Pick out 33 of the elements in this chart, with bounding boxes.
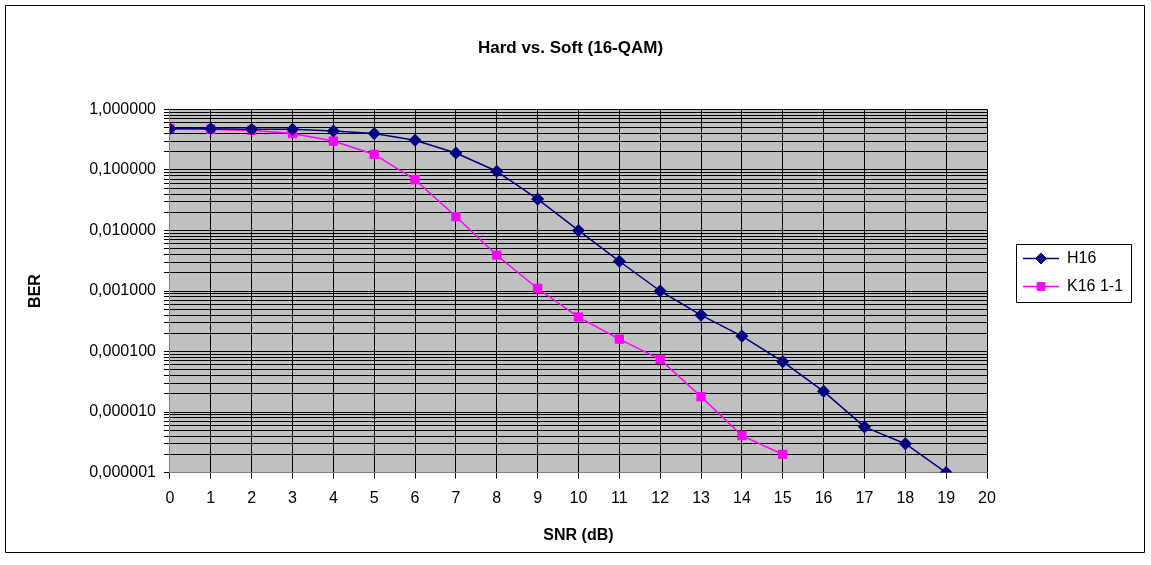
y-tick-label: 0,000001: [89, 463, 157, 481]
x-tick-label: 6: [410, 488, 420, 506]
x-tick-label: 19: [937, 488, 956, 506]
x-tick-label: 2: [247, 488, 257, 506]
x-tick-label: 10: [569, 488, 588, 506]
x-tick-label: 1: [206, 488, 216, 506]
y-tick-label: 0,100000: [89, 160, 157, 178]
x-tick-label: 13: [692, 488, 711, 506]
x-tick-label: 20: [978, 488, 996, 506]
x-tick-label: 18: [896, 488, 915, 506]
y-tick-label: 0,000010: [89, 402, 157, 420]
y-tick-label: 0,000100: [89, 341, 157, 359]
y-tick-label: 0,010000: [89, 220, 157, 238]
x-tick-label: 7: [451, 488, 461, 506]
legend-label: K16 1-1: [1067, 276, 1124, 294]
x-tick-label: 0: [165, 488, 175, 506]
x-tick-label: 11: [611, 488, 628, 506]
y-tick-label: 1,000000: [89, 99, 157, 117]
x-tick-label: 14: [732, 488, 751, 506]
legend-label: H16: [1067, 248, 1097, 266]
x-tick-label: 4: [328, 488, 338, 506]
x-axis-title: SNR (dB): [543, 525, 614, 543]
x-tick-label: 3: [288, 488, 298, 506]
y-axis-title: BER: [26, 273, 44, 308]
y-tick-label: 0,001000: [89, 281, 157, 299]
x-tick-label: 16: [814, 488, 833, 506]
chart-title: Hard vs. Soft (16-QAM): [477, 37, 664, 57]
x-tick-label: 9: [533, 488, 543, 506]
x-tick-label: 17: [855, 488, 874, 506]
x-tick-label: 5: [369, 488, 379, 506]
x-tick-label: 8: [492, 488, 502, 506]
x-tick-label: 12: [651, 488, 670, 506]
x-tick-label: 15: [773, 488, 792, 506]
